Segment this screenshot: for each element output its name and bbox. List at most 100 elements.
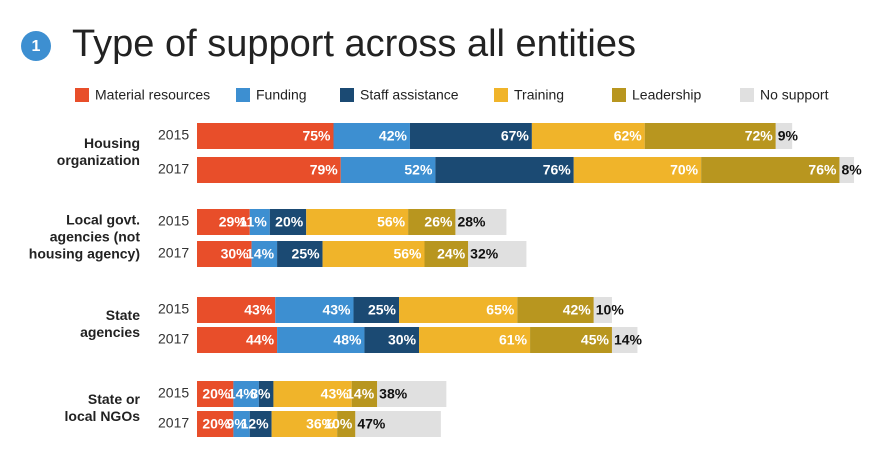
legend-label: Funding <box>256 87 307 103</box>
value-label: 43% <box>322 302 351 318</box>
bar-segment <box>355 411 441 437</box>
bar-segment <box>322 241 425 267</box>
bar-segment <box>233 411 250 437</box>
bar-segment <box>530 327 612 353</box>
value-label: 8% <box>250 386 271 402</box>
bar-segment <box>249 411 272 437</box>
value-label: 56% <box>393 246 422 262</box>
bar-segment <box>409 123 532 149</box>
legend-swatch <box>236 88 250 102</box>
bar-segment <box>197 209 250 235</box>
value-label: 61% <box>499 332 528 348</box>
value-label: 14% <box>346 386 375 402</box>
legend-label: Training <box>514 87 564 103</box>
value-label: 30% <box>388 332 417 348</box>
bar-segment <box>275 297 354 323</box>
value-label: 12% <box>241 416 270 432</box>
legend-swatch <box>612 88 626 102</box>
group-label: organization <box>57 152 140 168</box>
value-label: 26% <box>424 214 453 230</box>
value-label: 67% <box>501 128 530 144</box>
bar-segment <box>399 297 518 323</box>
bar-segment <box>197 327 278 353</box>
year-label: 2015 <box>158 385 189 401</box>
value-label: 42% <box>379 128 408 144</box>
bar-segment <box>277 327 365 353</box>
value-label: 24% <box>437 246 466 262</box>
bar-segment <box>251 241 278 267</box>
year-label: 2017 <box>158 245 189 261</box>
value-label: 10% <box>596 302 625 318</box>
value-label: 28% <box>457 214 486 230</box>
legend-swatch <box>494 88 508 102</box>
bar-segment <box>306 209 409 235</box>
group-label: State <box>106 307 140 323</box>
bar-segment <box>573 157 702 183</box>
legend-label: Leadership <box>632 87 701 103</box>
bar-segment <box>644 123 776 149</box>
bar-segment <box>839 157 855 183</box>
value-label: 14% <box>614 332 643 348</box>
bar-segment <box>337 411 356 437</box>
value-label: 38% <box>379 386 408 402</box>
year-label: 2015 <box>158 301 189 317</box>
value-label: 43% <box>244 302 273 318</box>
bar-segment <box>593 297 612 323</box>
bar-segment <box>249 209 270 235</box>
value-label: 76% <box>543 162 572 178</box>
value-label: 14% <box>228 386 257 402</box>
value-label: 56% <box>377 214 406 230</box>
value-label: 62% <box>614 128 643 144</box>
bar-segment <box>197 241 252 267</box>
value-label: 29% <box>219 214 248 230</box>
value-label: 9% <box>227 416 248 432</box>
year-label: 2015 <box>158 213 189 229</box>
bar-segment <box>269 209 307 235</box>
bar-segment <box>333 123 410 149</box>
bar-segment <box>258 381 274 407</box>
value-label: 25% <box>292 246 321 262</box>
value-label: 25% <box>368 302 397 318</box>
value-label: 10% <box>324 416 353 432</box>
group-label: Housing <box>84 135 140 151</box>
group-label: Local govt. <box>66 212 140 228</box>
bar-segment <box>340 157 436 183</box>
bar-segment <box>233 381 259 407</box>
legend-label: No support <box>760 87 829 103</box>
value-label: 20% <box>202 386 231 402</box>
bar-segment <box>377 381 447 407</box>
legend-swatch <box>340 88 354 102</box>
bar-segment <box>455 209 507 235</box>
group-label: local NGOs <box>65 408 141 424</box>
value-label: 44% <box>246 332 275 348</box>
bar-segment <box>424 241 469 267</box>
value-label: 70% <box>670 162 699 178</box>
number-badge <box>21 31 51 61</box>
value-label: 52% <box>404 162 433 178</box>
bar-segment <box>435 157 574 183</box>
year-label: 2017 <box>158 415 189 431</box>
bar-segment <box>419 327 531 353</box>
bar-segment <box>517 297 594 323</box>
value-label: 79% <box>310 162 339 178</box>
legend-swatch <box>75 88 89 102</box>
bar-segment <box>611 327 638 353</box>
value-label: 76% <box>808 162 837 178</box>
group-label: agencies <box>80 324 140 340</box>
bar-segment <box>197 297 276 323</box>
legend-swatch <box>740 88 754 102</box>
badge-number: 1 <box>32 38 41 55</box>
value-label: 65% <box>486 302 515 318</box>
bar-segment <box>775 123 793 149</box>
chart-title: Type of support across all entities <box>72 23 636 65</box>
value-label: 9% <box>778 128 799 144</box>
value-label: 42% <box>563 302 592 318</box>
value-label: 30% <box>221 246 250 262</box>
bar-segment <box>701 157 840 183</box>
bar-segment <box>197 411 234 437</box>
value-label: 45% <box>581 332 610 348</box>
bar-segment <box>531 123 645 149</box>
legend-label: Material resources <box>95 87 210 103</box>
bar-segment <box>353 297 400 323</box>
